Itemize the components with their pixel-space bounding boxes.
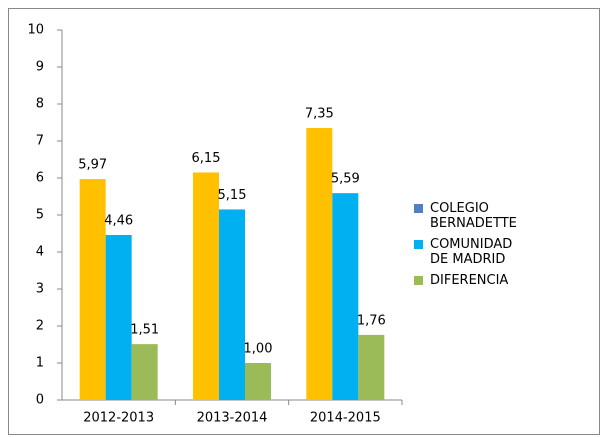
y-tick-label: 0 — [36, 393, 44, 408]
value-label: 5,59 — [331, 172, 360, 187]
value-label: 7,35 — [305, 107, 334, 122]
y-tick-label: 3 — [36, 282, 44, 297]
bar — [306, 128, 333, 401]
bar — [219, 209, 245, 400]
x-tick-label: 2012-2013 — [83, 411, 154, 426]
legend-label: COLEGIO BERNADETTE — [430, 201, 517, 231]
value-label: 1,00 — [244, 342, 273, 357]
legend-swatch — [414, 276, 423, 285]
legend-item: DIFERENCIA — [414, 273, 534, 288]
bar — [131, 344, 158, 400]
value-label: 5,97 — [78, 158, 107, 173]
legend-label: COMUNIDAD DE MADRID — [430, 237, 513, 267]
legend-item: COLEGIO BERNADETTE — [414, 201, 534, 231]
value-label: 4,46 — [104, 213, 133, 228]
bar — [358, 334, 385, 400]
x-tick-label: 2014-2015 — [310, 411, 381, 426]
x-tick-label: 2013-2014 — [197, 411, 268, 426]
y-tick-label: 8 — [36, 97, 44, 112]
legend-swatch — [414, 240, 423, 249]
legend-item: COMUNIDAD DE MADRID — [414, 237, 534, 267]
y-tick-label: 6 — [36, 171, 44, 186]
bar — [332, 193, 359, 400]
value-label: 1,76 — [357, 313, 386, 328]
legend: COLEGIO BERNADETTE COMUNIDAD DE MADRID DIF… — [414, 201, 534, 294]
value-label: 1,51 — [130, 323, 159, 338]
legend-label: DIFERENCIA — [430, 273, 509, 288]
bar — [79, 179, 106, 400]
value-label: 6,15 — [192, 151, 221, 166]
bar — [105, 234, 132, 400]
bar — [245, 363, 271, 400]
value-label: 5,15 — [218, 188, 247, 203]
y-tick-label: 7 — [36, 134, 44, 149]
y-tick-label: 1 — [36, 356, 44, 371]
y-tick-label: 9 — [36, 60, 44, 75]
legend-swatch — [414, 204, 423, 213]
y-tick-label: 5 — [36, 208, 44, 223]
y-tick-label: 10 — [27, 23, 44, 38]
y-tick-label: 2 — [36, 319, 44, 334]
bar — [193, 172, 219, 400]
y-tick-label: 4 — [36, 245, 44, 260]
